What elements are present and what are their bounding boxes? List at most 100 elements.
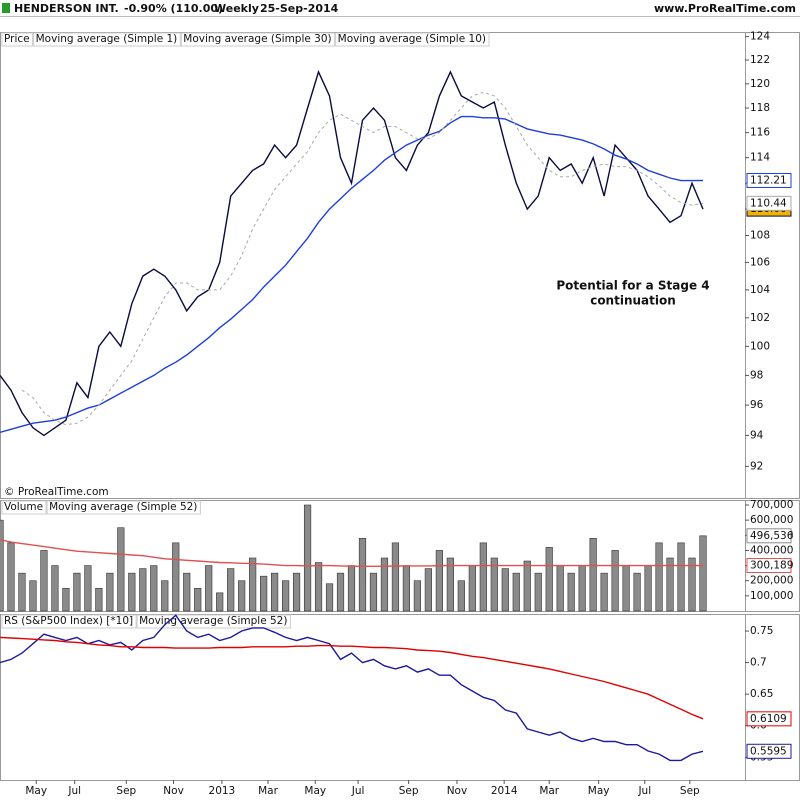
date: 25-Sep-2014 — [260, 2, 339, 15]
volume-bar — [424, 568, 432, 612]
volume-bar — [314, 562, 323, 612]
annotation: Potential for a Stage 4 — [556, 279, 709, 293]
x-tick-label: Nov — [163, 785, 184, 797]
x-tick-label: Sep — [680, 785, 700, 797]
volume-bar — [589, 538, 597, 612]
x-tick-label: May — [588, 785, 610, 797]
value-box — [746, 528, 792, 544]
volume-bar — [336, 572, 345, 612]
x-tick-label: 2014 — [491, 785, 518, 797]
series-line — [21, 91, 704, 426]
x-tick-label: Nov — [447, 785, 468, 797]
y-tick-label: 200,000 — [750, 575, 793, 587]
y-tick-label: 98 — [750, 369, 763, 381]
legend-box — [46, 500, 201, 515]
volume-bar — [216, 592, 224, 612]
y-tick-label: 122 — [750, 54, 770, 66]
volume-bar — [523, 560, 531, 612]
value-box — [746, 558, 792, 574]
change: -0.90% (110.00) — [124, 2, 223, 15]
volume-bar — [369, 572, 378, 612]
value-box — [746, 172, 792, 188]
legend-entry: Moving average (Simple 30) — [183, 33, 331, 45]
volume-bar — [644, 565, 652, 612]
x-tick-label: Sep — [116, 785, 136, 797]
volume-bar — [435, 550, 443, 612]
x-tick-label: Sep — [399, 785, 419, 797]
legend-entry: Moving average (Simple 1) — [36, 33, 178, 45]
volume-bar — [249, 557, 257, 612]
volume-bar — [677, 542, 685, 612]
period: Weekly — [214, 2, 259, 15]
legend-box — [33, 32, 181, 47]
annotation: continuation — [590, 294, 676, 308]
volume-bar — [622, 565, 630, 612]
volume-bar — [95, 587, 103, 612]
volume-bar — [578, 565, 586, 612]
value-label: 110.44 — [750, 197, 787, 209]
volume-bar — [347, 565, 356, 612]
volume-bar — [545, 547, 553, 612]
volume-bar — [84, 565, 92, 612]
volume-bar — [18, 572, 26, 612]
ticker: HENDERSON INT. — [14, 2, 119, 15]
volume-bar — [172, 542, 180, 612]
y-tick-label: 0.65 — [750, 688, 773, 700]
x-tick-label: Jul — [67, 785, 81, 797]
y-tick-label: 118 — [750, 102, 770, 114]
y-tick-label: 114 — [750, 152, 770, 164]
volume-bar — [391, 542, 400, 612]
volume-bar — [271, 572, 279, 612]
legend-box — [1, 614, 137, 629]
y-tick-label: 104 — [750, 284, 770, 296]
series-line — [0, 614, 704, 762]
legend-entry: Moving average (Simple 52) — [49, 501, 197, 513]
volume-bar — [281, 580, 290, 612]
volume-bar — [205, 565, 213, 612]
volume-bar — [380, 557, 389, 612]
volume-bar — [600, 572, 608, 612]
y-tick-label: 102 — [750, 312, 770, 324]
legend-box — [1, 32, 34, 47]
volume-bar — [139, 568, 147, 612]
volume-bar — [227, 568, 235, 612]
site: www.ProRealTime.com — [654, 2, 796, 15]
y-tick-label: 0.75 — [750, 625, 773, 637]
legend-entry: Volume — [4, 501, 43, 513]
legend-box — [136, 614, 291, 629]
volume-bar — [303, 504, 312, 612]
volume-bar — [688, 557, 696, 612]
series-line — [0, 69, 704, 437]
x-tick-label: Mar — [539, 785, 559, 797]
volume-bar — [238, 580, 246, 612]
volume-bar — [194, 587, 202, 612]
volume-bar — [699, 535, 707, 612]
value-label: 112.21 — [750, 174, 787, 186]
y-tick-label: 400,000 — [750, 544, 793, 556]
value-label: 0.6109 — [750, 713, 787, 725]
volume-bar — [402, 565, 411, 612]
volume-bar — [468, 565, 476, 612]
volume-bar — [611, 550, 619, 612]
legend-entry: Moving average (Simple 52) — [139, 615, 287, 627]
x-tick-label: May — [304, 785, 326, 797]
y-tick-label: 108 — [750, 230, 770, 242]
y-tick-label: 116 — [750, 127, 770, 139]
volume-bar — [260, 575, 268, 612]
volume-bar — [106, 572, 114, 612]
x-tick-label: Mar — [258, 785, 278, 797]
volume-bar — [556, 565, 564, 612]
series-line — [0, 636, 704, 720]
volume-bar — [0, 519, 4, 612]
volume-bar — [161, 580, 169, 612]
volume-bar — [358, 538, 367, 612]
x-tick-label: May — [25, 785, 47, 797]
volume-bar — [413, 580, 422, 612]
logo-icon — [2, 3, 10, 13]
x-tick-label: 2013 — [209, 785, 236, 797]
y-tick-label: 96 — [750, 399, 764, 411]
value-label: 496,536 — [750, 530, 794, 542]
volume-bar — [655, 542, 663, 612]
